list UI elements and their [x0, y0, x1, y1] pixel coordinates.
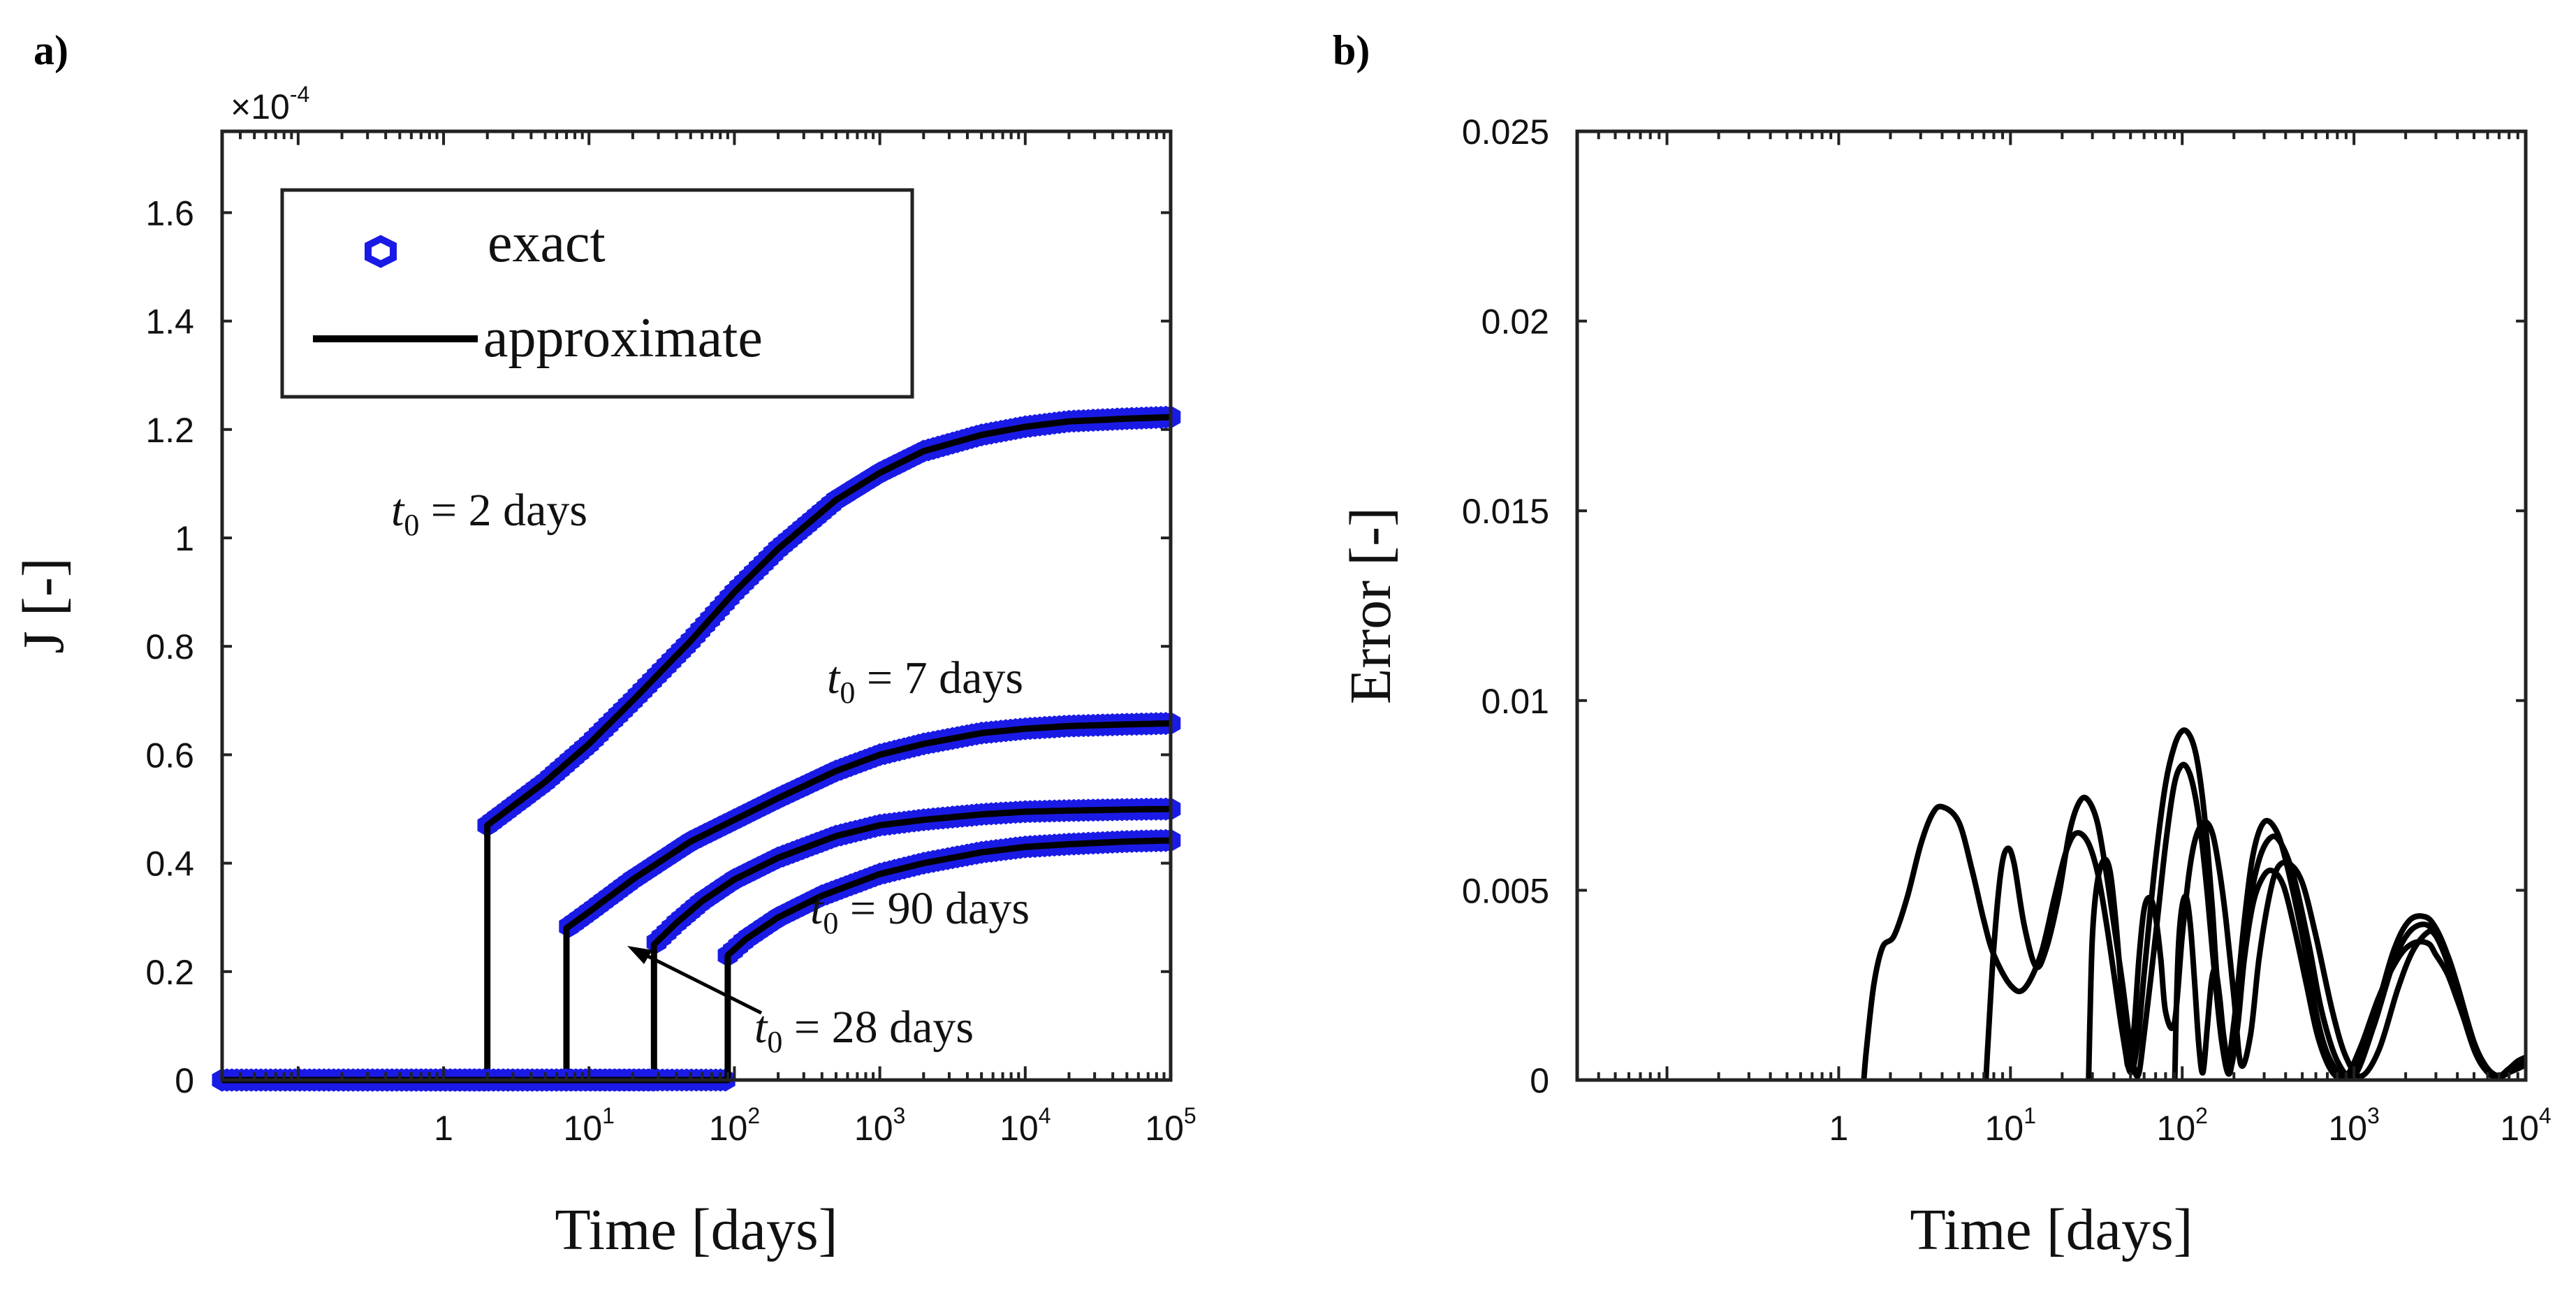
x-tick-label: 104 [2500, 1103, 2551, 1148]
x-axis-title-a: Time [days] [555, 1197, 837, 1262]
y-tick-label: 1 [175, 519, 194, 558]
chart-a: 1 101 102 103 104 10500.20.40.60.811.21.41.6 … [11, 82, 1196, 1262]
error-line-t0-28 [2086, 819, 2527, 1081]
y-axis-title-a: J [-] [11, 557, 76, 654]
y-multiplier-a: ×10-4 [230, 82, 309, 126]
x-tick-label: 103 [2328, 1103, 2379, 1148]
y-tick-label: 0 [1530, 1061, 1549, 1100]
plot-area-b [1575, 129, 2528, 1082]
y-tick-label: 0 [175, 1061, 194, 1100]
x-tick-label: 101 [1985, 1103, 2036, 1148]
y-tick-label: 0.6 [145, 736, 194, 775]
x-tick-label: 101 [564, 1103, 615, 1148]
x-tick-label: 1 [1829, 1109, 1849, 1148]
y-axis-title-b: Error [-] [1338, 507, 1403, 704]
annotation-t0-7-days: t0 = 7 days [827, 652, 1023, 710]
annotation-arrow-28-days [627, 946, 763, 1015]
legend-entry-approximate: approximate [313, 307, 763, 369]
annotation-t0-2-days: t0 = 2 days [391, 485, 587, 542]
legend-label-exact: exact [488, 212, 606, 274]
series-a-t0-2 [212, 405, 1181, 1092]
y-tick-label: 0.015 [1462, 492, 1549, 531]
y-tick-label: 0.4 [145, 845, 194, 884]
x-tick-label: 103 [854, 1103, 905, 1148]
legend-entry-exact: exact [365, 212, 606, 274]
panel-label-b: b) [1333, 27, 1370, 73]
y-tick-label: 0.005 [1462, 871, 1549, 910]
legend-label-approximate: approximate [483, 307, 763, 369]
x-axis-title-b: Time [days] [1910, 1197, 2193, 1262]
y-tick-label: 0.02 [1481, 302, 1549, 342]
legend-a: exact approximate [280, 188, 914, 399]
approximate-line [221, 837, 1171, 1084]
annotation-t0-90-days: t0 = 90 days [810, 883, 1030, 940]
panel-label-a: a) [34, 27, 68, 73]
annotation-t0-28-days: t0 = 28 days [754, 1002, 974, 1059]
y-tick-label: 1.6 [145, 194, 194, 233]
error-line-t0-7 [1983, 761, 2527, 1081]
error-line-t0-2 [1861, 727, 2527, 1081]
y-tick-label: 0.01 [1481, 682, 1549, 721]
x-tick-label: 105 [1145, 1103, 1196, 1148]
y-tick-label: 0.025 [1462, 112, 1549, 152]
x-tick-label: 102 [2157, 1103, 2208, 1148]
x-tick-label: 102 [709, 1103, 760, 1148]
plot-area-a [220, 129, 1173, 1082]
error-line-t0-90 [2172, 867, 2527, 1081]
y-tick-label: 0.8 [145, 627, 194, 666]
y-tick-label: 1.4 [145, 302, 194, 342]
y-tick-label: 0.2 [145, 953, 194, 992]
chart-b: 1 101 102 103 104 0 0.005 0.01 0.015 0.02 0.025 Ti… [1338, 112, 2552, 1262]
y-tick-label: 1.2 [145, 411, 194, 450]
series-a-t0-90 [212, 829, 1181, 1092]
legend-box [280, 188, 914, 399]
x-tick-label: 1 [434, 1109, 453, 1148]
legend-marker-exact [365, 235, 397, 268]
x-tick-label: 104 [1000, 1103, 1051, 1148]
